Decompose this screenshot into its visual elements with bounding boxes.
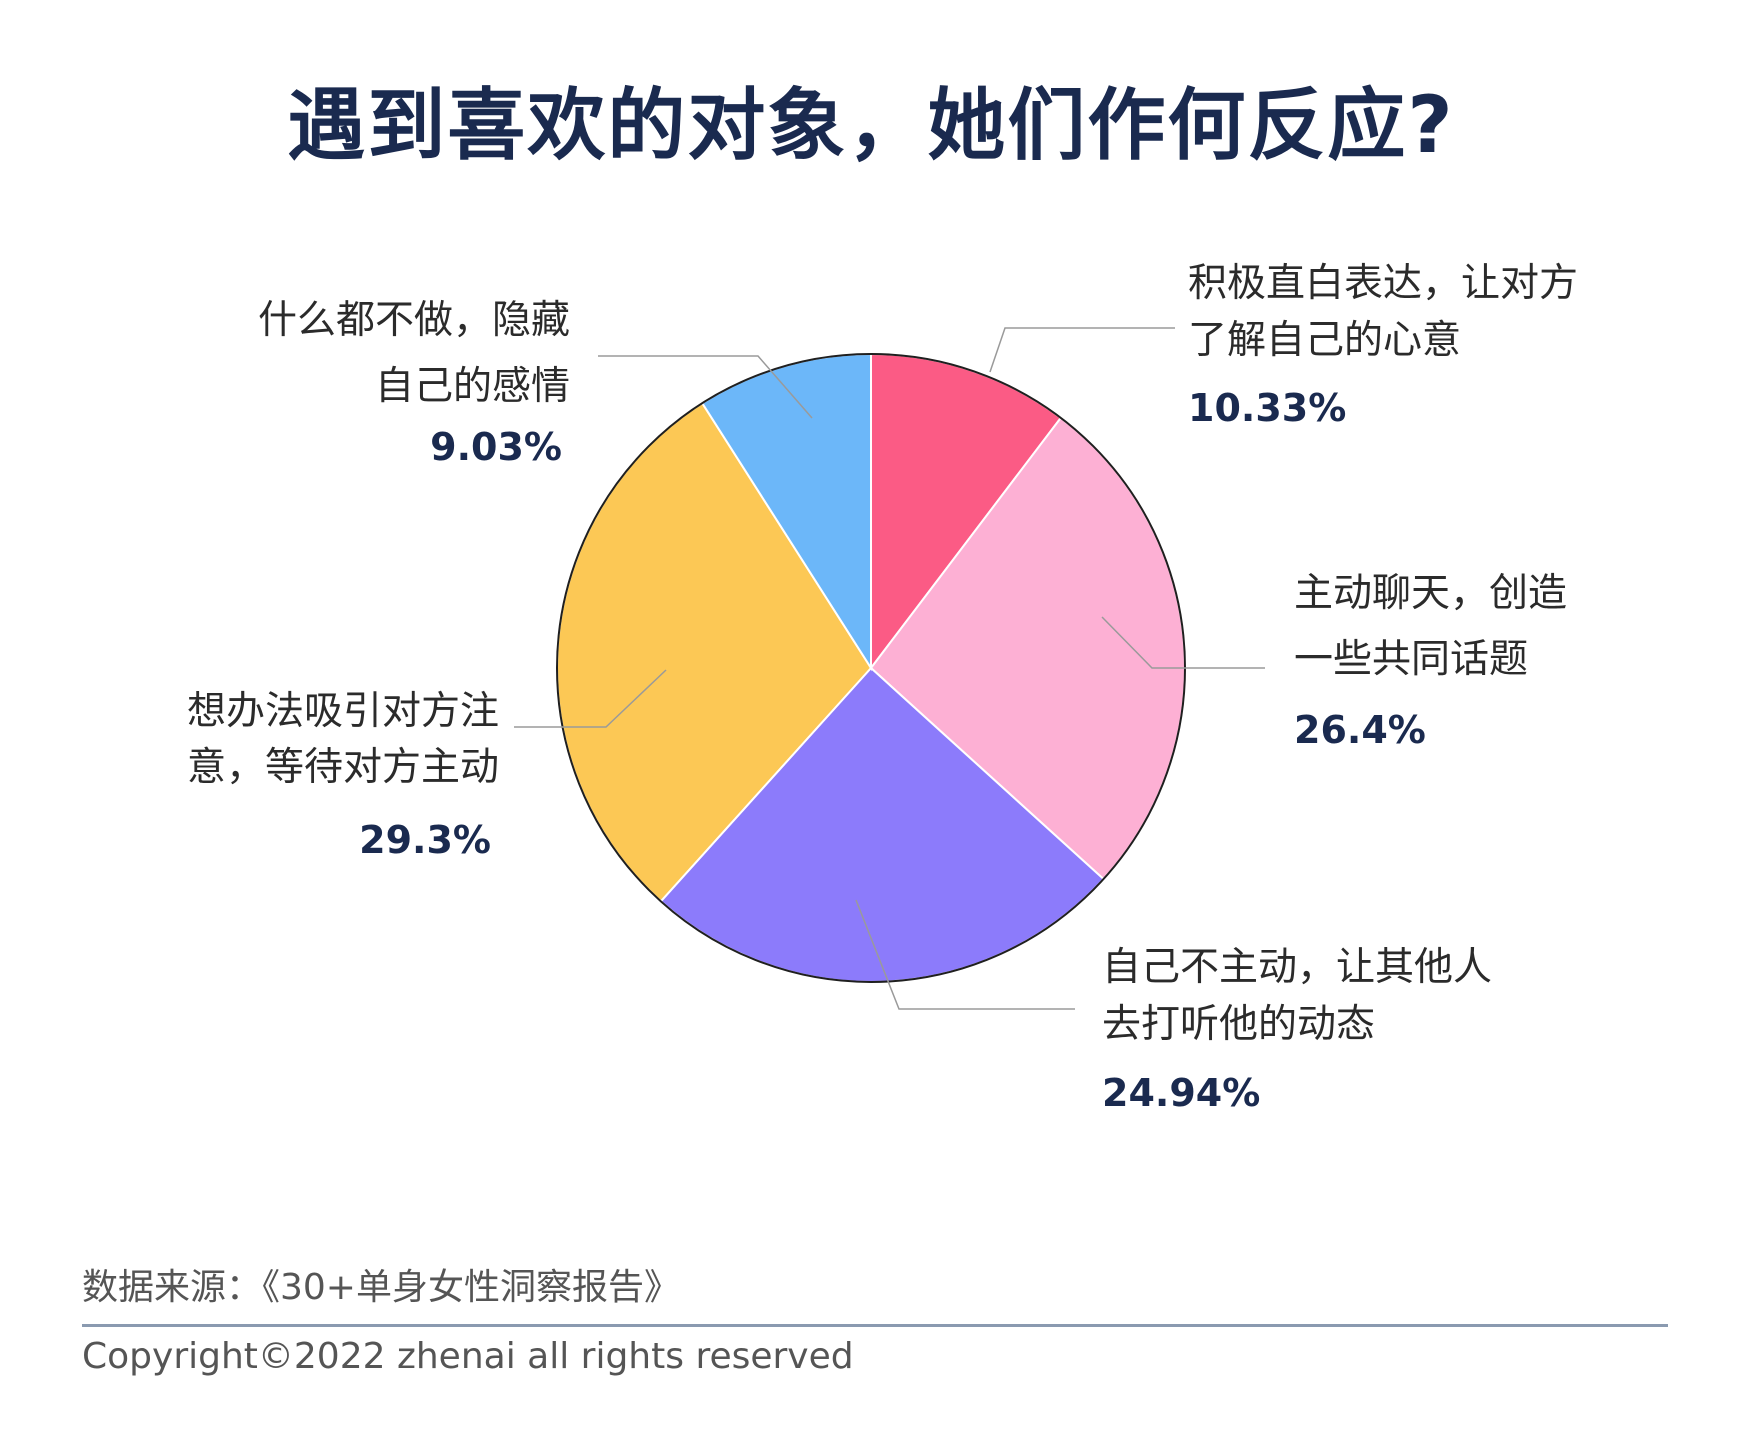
- slice-label-2-line-1: 主动聊天，创造: [1294, 571, 1567, 616]
- leader-line-2: [1101, 616, 1265, 669]
- slice-percent-1: 10.33%: [1188, 386, 1346, 430]
- chart-title: 遇到喜欢的对象，她们作何反应?: [287, 81, 1455, 171]
- slice-percent-3: 24.94%: [1102, 1071, 1260, 1115]
- slice-percent-2: 26.4%: [1294, 708, 1426, 752]
- leader-lines: [514, 327, 1265, 1010]
- slice-label-4-line-1: 想办法吸引对方注: [187, 689, 499, 734]
- slice-label-3-line-2: 去打听他的动态: [1102, 1002, 1375, 1047]
- slice-percent-5: 9.03%: [430, 425, 562, 469]
- copyright: Copyright©2022 zhenai all rights reserve…: [82, 1336, 854, 1377]
- slice-label-5-line-1: 什么都不做，隐藏: [258, 298, 570, 343]
- slice-label-2-line-2: 一些共同话题: [1294, 637, 1528, 682]
- slice-label-3-line-1: 自己不主动，让其他人: [1102, 945, 1492, 990]
- slice-label-4-line-2: 意，等待对方主动: [187, 745, 499, 790]
- leader-line-4: [514, 669, 667, 728]
- leader-line-5: [598, 355, 813, 419]
- slice-percent-4: 29.3%: [359, 818, 491, 862]
- leader-line-3: [855, 899, 1075, 1010]
- slice-label-1-line-2: 了解自己的心意: [1188, 318, 1461, 363]
- footer-divider: [82, 1324, 1668, 1327]
- slice-label-1-line-1: 积极直白表达，让对方: [1188, 261, 1578, 306]
- pie-slices: [556, 352, 1186, 983]
- slice-label-5-line-2: 自己的感情: [375, 364, 570, 409]
- leader-line-1: [989, 327, 1175, 373]
- data-source: 数据来源：《30+单身女性洞察报告》: [82, 1267, 680, 1308]
